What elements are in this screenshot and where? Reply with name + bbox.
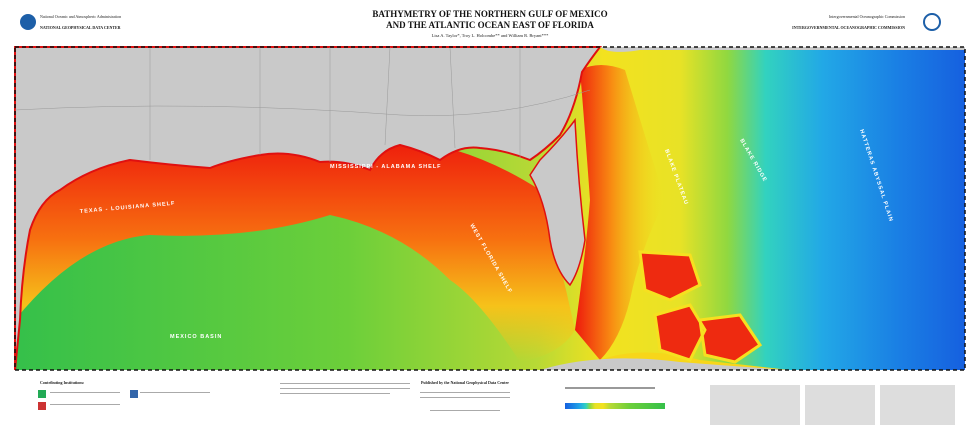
- depth-color-bar: [565, 403, 665, 409]
- bahama-banks: [638, 250, 763, 364]
- authors: Lisa A. Taylor*, Troy L. Holcombe** and …: [432, 33, 549, 39]
- publisher: Published by the National Geophysical Da…: [421, 380, 509, 385]
- commission-name: INTERGOVERNMENTAL OCEANOGRAPHIC COMMISSI…: [792, 25, 905, 30]
- noaa-logo: [20, 14, 36, 30]
- center-name: NATIONAL GEOPHYSICAL DATA CENTER: [40, 25, 121, 30]
- header: National Oceanic and Atmospheric Adminis…: [20, 9, 941, 39]
- feature-label: MISSISSIPPI - ALABAMA SHELF: [330, 164, 442, 170]
- fine-print: [50, 383, 955, 425]
- ioc-logo: [923, 13, 941, 31]
- feature-label: MEXICO BASIN: [170, 334, 222, 340]
- title-line: BATHYMETRY OF THE NORTHERN GULF OF MEXIC…: [372, 9, 607, 19]
- land-florida: [529, 117, 586, 287]
- land-cuba: [540, 358, 790, 370]
- institution-logo: [38, 390, 46, 398]
- map: TEXAS - LOUISIANA SHELF MISSISSIPPI - AL…: [14, 46, 966, 371]
- institution-logo: [38, 402, 46, 410]
- contributors-heading: Contributing Institutions:: [40, 380, 84, 385]
- agency-name: Intergovernmental Oceanographic Commissi…: [829, 14, 905, 19]
- footer: Contributing Institutions: Published by …: [38, 380, 955, 425]
- title-line: AND THE ATLANTIC OCEAN EAST OF FLORIDA: [386, 20, 594, 30]
- atlantic-shelf: [575, 65, 665, 360]
- state-lines: [14, 46, 591, 162]
- land-edge: [600, 47, 965, 52]
- agency-name: National Oceanic and Atmospheric Adminis…: [40, 14, 121, 19]
- gulf-shelf: [15, 137, 575, 362]
- institution-logo: [130, 390, 138, 398]
